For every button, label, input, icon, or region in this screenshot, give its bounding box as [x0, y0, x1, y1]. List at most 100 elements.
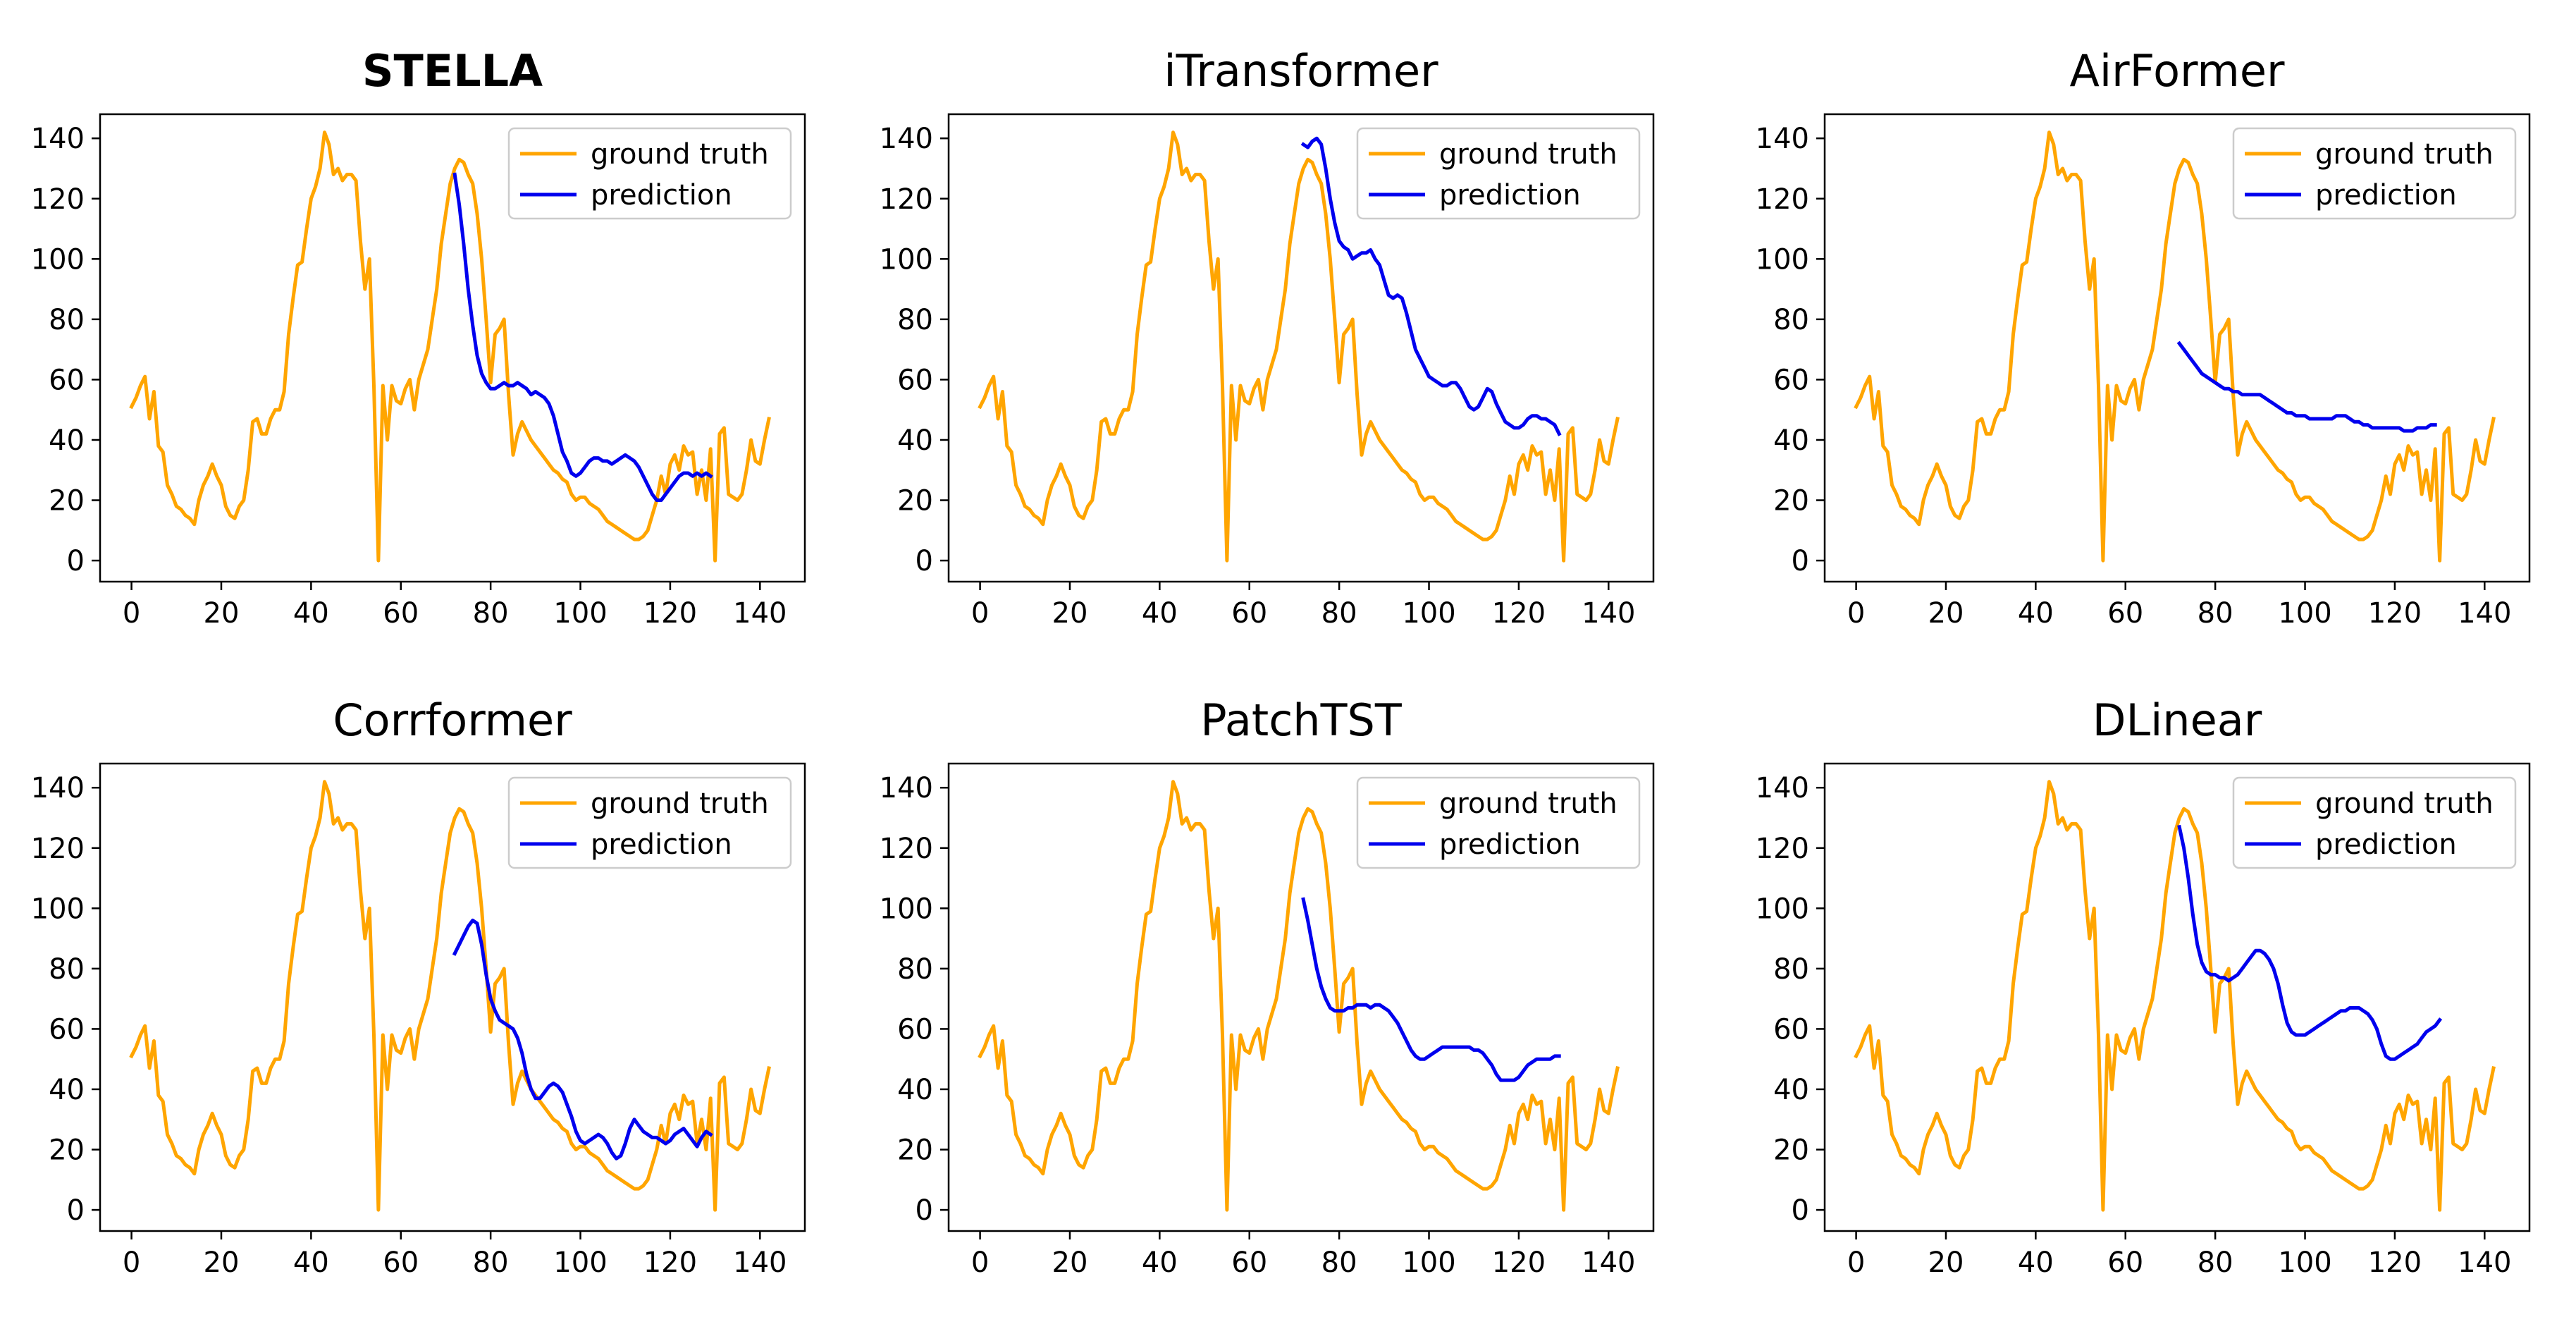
series-line-ground-truth [1854, 130, 2496, 563]
x-tick-label: 60 [383, 597, 419, 630]
x-tick-label: 0 [971, 1247, 989, 1279]
y-tick-label: 40 [49, 424, 85, 457]
series-group [1854, 130, 2496, 563]
y-tick-label: 140 [880, 123, 933, 155]
legend: ground truth prediction [507, 776, 792, 869]
y-tick-label: 120 [1756, 833, 1809, 865]
series-line-prediction [2177, 824, 2443, 1061]
x-tick-label: 80 [473, 1247, 509, 1279]
y-tick-label: 0 [1792, 545, 1809, 577]
y-tick-label: 140 [1756, 772, 1809, 804]
x-tick-label: 40 [2018, 1247, 2054, 1279]
y-tick-label: 100 [1756, 243, 1809, 276]
x-tick-label: 120 [2368, 597, 2422, 630]
x-tick-label: 60 [1231, 597, 1267, 630]
legend-box [507, 776, 792, 869]
y-tick-label: 20 [897, 485, 933, 518]
legend: ground truth prediction [507, 127, 792, 220]
series-group [978, 130, 1620, 563]
x-tick-label: 100 [553, 597, 607, 630]
x-tick-label: 20 [1928, 597, 1964, 630]
x-tick-label: 60 [2107, 1247, 2143, 1279]
y-tick-label: 60 [1773, 1013, 1809, 1046]
y-tick-label: 60 [897, 1013, 933, 1046]
x-tick-label: 80 [1321, 1247, 1357, 1279]
x-tick-label: 40 [1142, 1247, 1178, 1279]
x-tick-label: 120 [1492, 597, 1546, 630]
y-tick-label: 80 [1773, 953, 1809, 986]
legend-label: prediction [591, 828, 732, 861]
y-tick-label: 20 [1773, 485, 1809, 518]
legend: ground truth prediction [1356, 776, 1641, 869]
y-tick-label: 120 [31, 183, 85, 216]
axes-frame [947, 113, 1655, 583]
y-tick-label: 60 [1773, 364, 1809, 396]
series-line-ground-truth [978, 130, 1620, 563]
y-tick-label: 20 [1773, 1134, 1809, 1167]
legend-label: ground truth [591, 138, 769, 171]
y-tick-label: 100 [880, 243, 933, 276]
chart-title: DLinear [2093, 694, 2262, 746]
y-tick-label: 60 [49, 1013, 85, 1046]
y-tick-label: 40 [1773, 424, 1809, 457]
legend-box [1356, 776, 1641, 869]
legend-box [2232, 127, 2517, 220]
chart-panel: PatchTST 0 20 40 60 80 100 120 140 0 20 40 60 80 100 12… [880, 694, 1655, 1279]
y-tick-label: 80 [49, 953, 85, 986]
axes-frame [99, 113, 806, 583]
x-tick-label: 20 [1928, 1247, 1964, 1279]
y-tick-label: 80 [897, 953, 933, 986]
chart-title: AirFormer [2070, 45, 2285, 97]
y-tick-label: 0 [916, 1194, 933, 1227]
chart-panel: STELLA 0 20 40 60 80 100 120 140 0 20 40 60 80 100 120 1… [31, 45, 806, 630]
y-tick-label: 60 [49, 364, 85, 396]
y-tick-label: 140 [880, 772, 933, 804]
axes-frame [99, 762, 806, 1232]
axes-frame [1823, 762, 2531, 1232]
x-tick-label: 60 [1231, 1247, 1267, 1279]
y-tick-label: 20 [897, 1134, 933, 1167]
x-tick-label: 140 [1582, 597, 1635, 630]
chart-title: iTransformer [1164, 45, 1438, 97]
y-tick-label: 20 [49, 485, 85, 518]
y-tick-label: 0 [916, 545, 933, 577]
y-tick-label: 100 [1756, 893, 1809, 925]
chart-panel: iTransformer 0 20 40 60 80 100 120 140 0 20 40 60 80 1… [880, 45, 1655, 630]
series-group [1854, 780, 2496, 1212]
y-tick-label: 40 [49, 1074, 85, 1106]
series-group [129, 130, 771, 563]
x-tick-label: 0 [123, 1247, 140, 1279]
x-tick-label: 100 [2278, 597, 2331, 630]
y-tick-label: 120 [880, 833, 933, 865]
legend-label: prediction [1439, 179, 1581, 212]
x-tick-label: 80 [2198, 1247, 2233, 1279]
series-line-prediction [452, 172, 713, 502]
x-tick-label: 60 [383, 1247, 419, 1279]
series-line-ground-truth [129, 780, 771, 1212]
legend-label: prediction [2315, 179, 2457, 212]
x-tick-label: 0 [123, 597, 140, 630]
x-tick-label: 140 [733, 597, 787, 630]
legend-label: prediction [591, 179, 732, 212]
chart-panel: AirFormer 0 20 40 60 80 100 120 140 0 20 40 60 80 100 1… [1756, 45, 2531, 630]
y-tick-label: 100 [31, 893, 85, 925]
legend: ground truth prediction [2232, 776, 2517, 869]
y-tick-label: 80 [1773, 304, 1809, 336]
x-tick-label: 140 [733, 1247, 787, 1279]
chart-title: STELLA [362, 45, 543, 97]
x-tick-label: 100 [2278, 1247, 2331, 1279]
y-tick-label: 80 [897, 304, 933, 336]
y-tick-label: 60 [897, 364, 933, 396]
legend-label: prediction [1439, 828, 1581, 861]
x-tick-label: 100 [553, 1247, 607, 1279]
x-tick-label: 140 [1582, 1247, 1635, 1279]
legend-label: ground truth [1439, 138, 1617, 171]
series-line-prediction [1300, 136, 1562, 436]
chart-title: PatchTST [1200, 694, 1403, 746]
x-tick-label: 40 [2018, 597, 2054, 630]
x-tick-label: 140 [2458, 597, 2511, 630]
y-tick-label: 40 [897, 424, 933, 457]
series-group [129, 780, 771, 1212]
x-tick-label: 120 [2368, 1247, 2422, 1279]
x-tick-label: 120 [1492, 1247, 1546, 1279]
